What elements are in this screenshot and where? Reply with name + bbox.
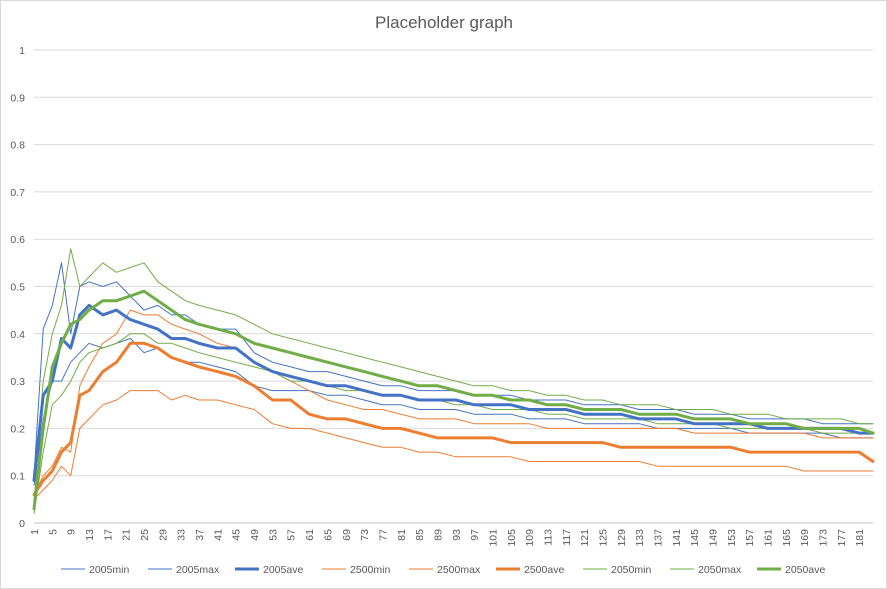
x-tick-label: 61 [304, 529, 316, 541]
x-tick-label: 129 [616, 529, 628, 547]
legend-label: 2050ave [785, 564, 825, 576]
x-tick-label: 165 [781, 529, 793, 547]
y-tick-label: 0 [19, 518, 25, 530]
y-tick-label: 0.8 [10, 140, 25, 152]
x-tick-label: 93 [451, 529, 463, 541]
chart-title: Placeholder graph [375, 13, 513, 32]
x-tick-label: 149 [708, 529, 720, 547]
x-tick-label: 109 [524, 529, 536, 547]
y-tick-label: 0.1 [10, 471, 25, 483]
x-tick-label: 137 [653, 529, 665, 547]
x-tick-label: 65 [322, 529, 334, 541]
x-tick-label: 101 [487, 529, 499, 547]
x-tick-label: 53 [267, 529, 279, 541]
y-tick-label: 0.2 [10, 423, 25, 435]
x-tick-label: 121 [579, 529, 591, 547]
x-tick-label: 113 [542, 529, 554, 546]
y-axis: 0 0.1 0.2 0.3 0.4 0.5 0.6 0.7 0.8 0.9 1 [10, 45, 25, 530]
legend-label: 2005max [176, 564, 220, 576]
y-tick-label: 0.7 [10, 187, 25, 199]
x-tick-label: 177 [836, 529, 848, 547]
x-tick-label: 133 [634, 529, 646, 547]
legend-label: 2500min [350, 564, 390, 576]
legend: 2005min 2005max 2005ave 2500min 2500max 2500a… [61, 564, 825, 576]
gridlines [34, 49, 873, 524]
x-tick-label: 157 [744, 529, 756, 547]
x-tick-label: 141 [671, 529, 683, 547]
x-tick-label: 169 [799, 529, 811, 547]
x-tick-label: 105 [506, 529, 518, 547]
x-tick-label: 97 [469, 529, 481, 541]
y-tick-label: 0.3 [10, 376, 25, 388]
x-tick-label: 33 [176, 529, 188, 541]
x-tick-label: 45 [231, 529, 243, 541]
x-tick-label: 153 [726, 529, 738, 547]
x-tick-label: 17 [102, 529, 114, 541]
y-tick-label: 0.9 [10, 92, 25, 104]
x-tick-label: 21 [121, 529, 133, 541]
x-tick-label: 181 [854, 529, 866, 547]
legend-label: 2005min [89, 564, 129, 576]
series-line-2050ave [32, 289, 875, 511]
x-tick-label: 89 [432, 529, 444, 541]
x-tick-label: 41 [212, 529, 224, 541]
x-tick-label: 9 [66, 529, 78, 535]
x-tick-label: 69 [341, 529, 353, 541]
y-tick-label: 1 [19, 45, 25, 57]
series-line-2005ave [32, 303, 875, 482]
x-tick-label: 73 [359, 529, 371, 541]
x-tick-label: 125 [598, 529, 610, 547]
x-tick-label: 173 [818, 529, 830, 547]
x-tick-label: 5 [47, 529, 59, 535]
x-tick-label: 49 [249, 529, 261, 541]
y-tick-label: 0.6 [10, 234, 25, 246]
x-tick-label: 1 [29, 529, 41, 535]
series-line-2500ave [32, 341, 875, 497]
x-tick-label: 81 [396, 529, 408, 541]
legend-label: 2005ave [263, 564, 303, 576]
x-tick-label: 145 [689, 529, 701, 547]
series-line-2005max [33, 262, 874, 477]
series-line-2500min [33, 390, 874, 500]
legend-label: 2500max [437, 564, 481, 576]
x-tick-label: 37 [194, 529, 206, 541]
x-tick-label: 13 [84, 529, 96, 541]
x-tick-label: 117 [561, 529, 573, 546]
x-tick-label: 57 [286, 529, 298, 541]
legend-label: 2050max [698, 564, 742, 576]
series-lines [32, 248, 875, 514]
legend-label: 2050min [611, 564, 651, 576]
series-line-2050max [33, 248, 874, 505]
x-axis: 1 5 9 13 17 21 25 29 33 37 41 45 49 53 57 61 65 69 73 77 81 8… [29, 529, 866, 547]
series-line-2005min [33, 338, 874, 486]
legend-label: 2500ave [524, 564, 564, 576]
x-tick-label: 161 [763, 529, 775, 547]
x-tick-label: 77 [377, 529, 389, 541]
x-tick-label: 85 [414, 529, 426, 541]
series-line-2500max [33, 309, 874, 496]
y-tick-label: 0.4 [10, 329, 25, 341]
x-tick-label: 25 [139, 529, 151, 541]
x-tick-label: 29 [157, 529, 169, 541]
y-tick-label: 0.5 [10, 282, 25, 294]
